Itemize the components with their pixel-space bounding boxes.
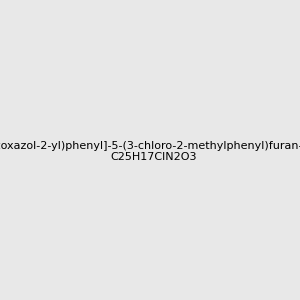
Text: N-[3-(1,3-benzoxazol-2-yl)phenyl]-5-(3-chloro-2-methylphenyl)furan-2-carboxamide: N-[3-(1,3-benzoxazol-2-yl)phenyl]-5-(3-c… (0, 141, 300, 162)
